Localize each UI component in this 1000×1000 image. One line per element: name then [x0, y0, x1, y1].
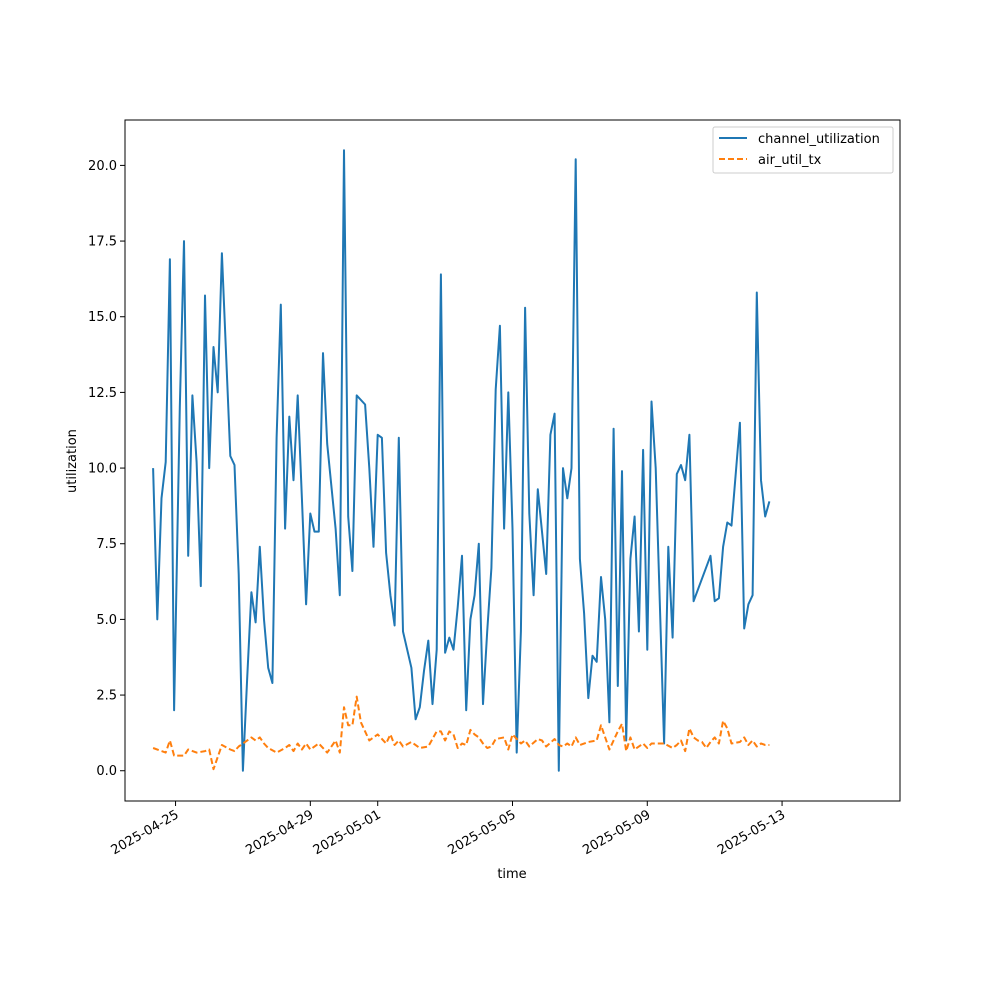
y-axis: 0.0 2.5 5.0 7.5 10.0 12.5 15.0 17.5 20.0	[88, 159, 125, 779]
legend: channel_utilization air_util_tx	[712, 126, 894, 174]
x-tick-label: 2025-05-05	[446, 807, 519, 858]
y-tick-label: 7.5	[96, 537, 117, 552]
x-tick-label: 2025-05-01	[311, 807, 384, 858]
y-tick-label: 20.0	[88, 159, 117, 174]
y-tick-label: 15.0	[88, 310, 117, 325]
y-tick-label: 10.0	[88, 462, 117, 477]
series-line-channel-utilization	[152, 149, 771, 772]
y-tick-label: 17.5	[88, 235, 117, 250]
plot-area	[125, 120, 900, 801]
series-line-air-util-tx	[152, 695, 770, 771]
x-tick-label: 2025-04-25	[109, 807, 182, 858]
y-axis-label: utilization	[65, 429, 80, 493]
y-tick-label: 0.0	[96, 764, 117, 779]
x-tick-label: 2025-05-09	[580, 807, 653, 858]
legend-label-air-util-tx: air_util_tx	[758, 153, 822, 168]
y-tick-label: 2.5	[96, 689, 117, 704]
x-axis-label: time	[497, 867, 526, 882]
series-layer	[152, 149, 771, 772]
legend-label-channel-utilization: channel_utilization	[758, 132, 880, 147]
x-tick-label: 2025-05-13	[715, 807, 788, 858]
legend-box	[712, 126, 894, 174]
x-tick-label: 2025-04-29	[243, 807, 316, 858]
y-tick-label: 5.0	[96, 613, 117, 628]
y-tick-label: 12.5	[88, 386, 117, 401]
